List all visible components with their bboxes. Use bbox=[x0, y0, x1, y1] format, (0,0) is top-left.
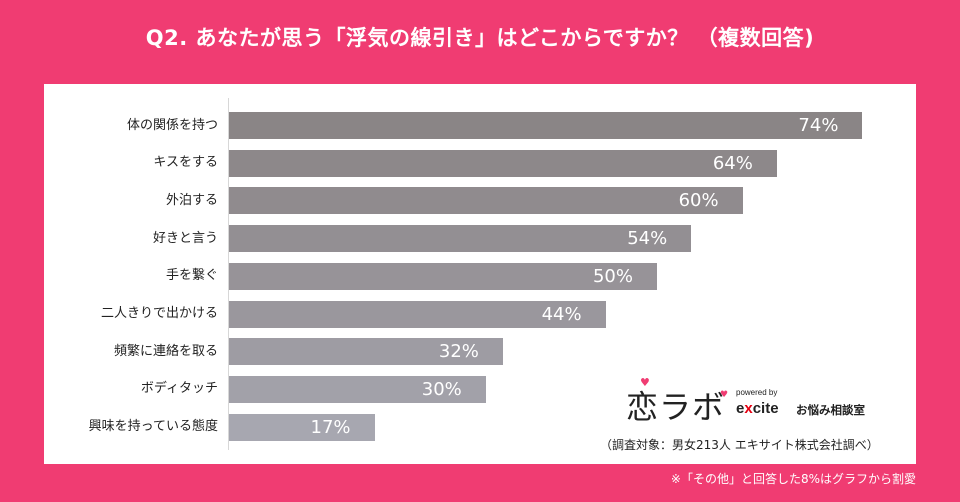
bar bbox=[229, 375, 486, 403]
y-axis-line bbox=[228, 98, 229, 450]
value-label: 64% bbox=[712, 152, 753, 174]
value-label: 32% bbox=[438, 341, 479, 363]
bar bbox=[229, 225, 692, 253]
value-label: 50% bbox=[592, 265, 633, 287]
value-label: 60% bbox=[678, 190, 719, 212]
value-label: 30% bbox=[421, 378, 462, 400]
heart-icon: ♥ bbox=[640, 376, 650, 389]
bar bbox=[229, 413, 375, 441]
brand-name: 恋ラボ bbox=[626, 388, 726, 426]
category-label: 好きと言う bbox=[152, 230, 218, 246]
powered-by-text: powered by bbox=[736, 388, 778, 397]
bar bbox=[229, 149, 777, 177]
footnote: ※「その他」と回答した8%はグラフから割愛 bbox=[670, 472, 916, 486]
bar bbox=[229, 300, 606, 328]
excite-logo: excite bbox=[736, 400, 779, 417]
category-label: 頻繁に連絡を取る bbox=[113, 343, 218, 359]
category-label: 体の関係を持つ bbox=[126, 117, 218, 133]
survey-note: （調査対象：男女213人 エキサイト株式会社調べ） bbox=[600, 438, 879, 452]
heart-icon-small: ♥ bbox=[720, 390, 729, 400]
value-label: 74% bbox=[798, 115, 839, 136]
category-label: 二人きりで出かける bbox=[100, 306, 218, 321]
category-label: 手を繋ぐ bbox=[165, 268, 218, 284]
bar bbox=[229, 112, 863, 139]
bar bbox=[229, 338, 503, 366]
bar bbox=[229, 262, 657, 290]
bar bbox=[229, 187, 743, 215]
category-label: 興味を持っている態度 bbox=[88, 419, 218, 435]
value-label: 54% bbox=[627, 228, 668, 250]
service-name: お悩み相談室 bbox=[796, 403, 865, 417]
koilabo-logo: 恋ラボ ♥ ♥ powered by excite お悩み相談室 bbox=[626, 376, 876, 428]
category-label: キスをする bbox=[153, 155, 218, 171]
category-label: ボディタッチ bbox=[140, 381, 218, 397]
category-label: 外泊する bbox=[165, 192, 218, 208]
chart-title: Q2. あなたが思う「浮気の線引き」はどこからですか？ （複数回答) bbox=[145, 26, 815, 50]
value-label: 44% bbox=[541, 303, 582, 325]
value-label: 17% bbox=[310, 416, 351, 438]
